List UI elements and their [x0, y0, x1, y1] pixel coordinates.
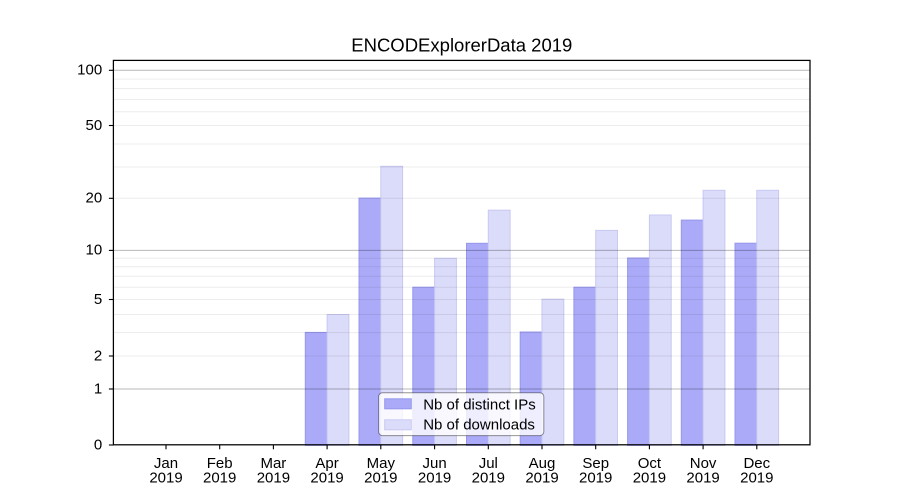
svg-text:Dec: Dec [743, 455, 770, 472]
svg-text:Nb of downloads: Nb of downloads [423, 416, 535, 433]
svg-text:Nb of distinct IPs: Nb of distinct IPs [423, 397, 536, 414]
svg-text:May: May [367, 455, 396, 472]
svg-text:2019: 2019 [579, 470, 612, 487]
svg-text:2019: 2019 [149, 470, 182, 487]
svg-text:2019: 2019 [633, 470, 666, 487]
svg-text:ENCODExplorerData 2019: ENCODExplorerData 2019 [351, 35, 572, 56]
svg-text:20: 20 [86, 190, 103, 207]
svg-text:Apr: Apr [315, 455, 338, 472]
svg-text:50: 50 [86, 117, 103, 134]
svg-text:2019: 2019 [686, 470, 719, 487]
svg-text:Nov: Nov [690, 455, 717, 472]
svg-text:2019: 2019 [525, 470, 558, 487]
svg-text:2: 2 [94, 347, 102, 364]
svg-text:Mar: Mar [260, 455, 286, 472]
svg-text:100: 100 [77, 62, 102, 79]
svg-text:Aug: Aug [529, 455, 556, 472]
svg-text:Jul: Jul [479, 455, 498, 472]
svg-text:2019: 2019 [364, 470, 397, 487]
svg-text:0: 0 [94, 436, 102, 453]
svg-text:Feb: Feb [207, 455, 233, 472]
svg-text:2019: 2019 [203, 470, 236, 487]
svg-text:5: 5 [94, 291, 102, 308]
svg-text:Oct: Oct [638, 455, 662, 472]
svg-text:Jun: Jun [423, 455, 447, 472]
svg-text:2019: 2019 [740, 470, 773, 487]
svg-text:2019: 2019 [310, 470, 343, 487]
svg-text:10: 10 [86, 242, 103, 259]
svg-text:1: 1 [94, 380, 102, 397]
svg-text:Jan: Jan [154, 455, 178, 472]
svg-text:Sep: Sep [582, 455, 609, 472]
svg-text:2019: 2019 [418, 470, 451, 487]
svg-text:2019: 2019 [472, 470, 505, 487]
svg-text:2019: 2019 [257, 470, 290, 487]
